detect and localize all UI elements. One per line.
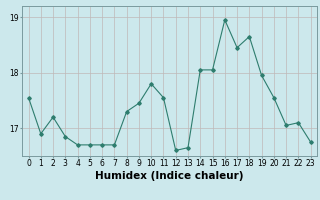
X-axis label: Humidex (Indice chaleur): Humidex (Indice chaleur) [95,171,244,181]
